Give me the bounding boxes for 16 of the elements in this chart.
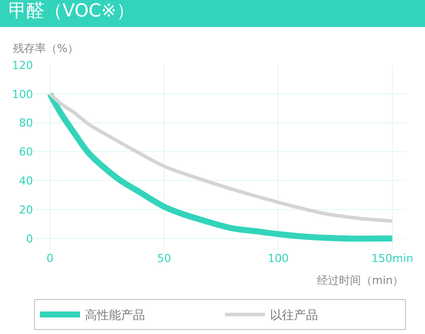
y-axis-title: 残存率（%） (13, 42, 78, 55)
y-tick-label: 100 (12, 88, 33, 101)
y-tick-label: 40 (19, 174, 33, 188)
x-tick-label: 50 (157, 252, 172, 265)
x-tick-label: 150min (371, 252, 414, 265)
x-tick-label: 0 (46, 252, 54, 265)
y-tick-label: 80 (19, 116, 33, 130)
y-tick-label: 0 (26, 232, 33, 246)
legend-label: 以往产品 (270, 308, 318, 322)
y-tick-label: 20 (19, 203, 33, 216)
legend-label: 高性能产品 (85, 308, 145, 322)
y-tick-label: 120 (12, 58, 33, 72)
x-tick-label: 100 (268, 252, 289, 265)
y-tick-label: 60 (19, 146, 33, 159)
chart-title: 甲醛（VOC※） (8, 0, 134, 22)
x-axis-title: 经过时间（min） (317, 274, 404, 287)
